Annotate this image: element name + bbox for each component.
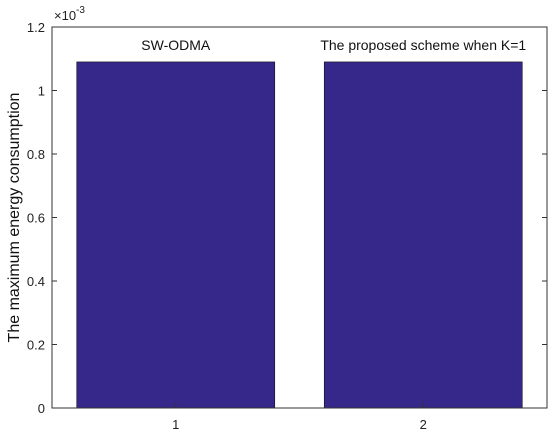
y-axis-multiplier: ×10 -3 xyxy=(54,5,85,23)
y-multiplier-exponent: -3 xyxy=(76,5,85,16)
y-tick-label: 0.2 xyxy=(27,338,45,353)
y-tick-label: 1 xyxy=(38,84,45,99)
bar-labels: SW-ODMA The proposed scheme when K=1 xyxy=(141,37,526,53)
y-tick-label: 0.8 xyxy=(27,147,45,162)
bar-label: The proposed scheme when K=1 xyxy=(320,37,526,53)
y-tick-label: 0 xyxy=(38,401,45,416)
x-tick-label: 1 xyxy=(172,417,179,432)
bar-1 xyxy=(76,61,276,409)
bar-2 xyxy=(323,61,523,409)
y-tick-label: 0.6 xyxy=(27,211,45,226)
bars-group xyxy=(76,61,523,409)
plot-border xyxy=(51,26,548,409)
y-multiplier-base: ×10 xyxy=(54,8,76,23)
y-axis-label: The maximum energy consumption xyxy=(6,93,23,343)
y-tick-label: 0.4 xyxy=(27,274,45,289)
y-tick-label: 1.2 xyxy=(27,20,45,35)
x-tick-label: 2 xyxy=(420,417,427,432)
bar-label: SW-ODMA xyxy=(141,37,211,53)
